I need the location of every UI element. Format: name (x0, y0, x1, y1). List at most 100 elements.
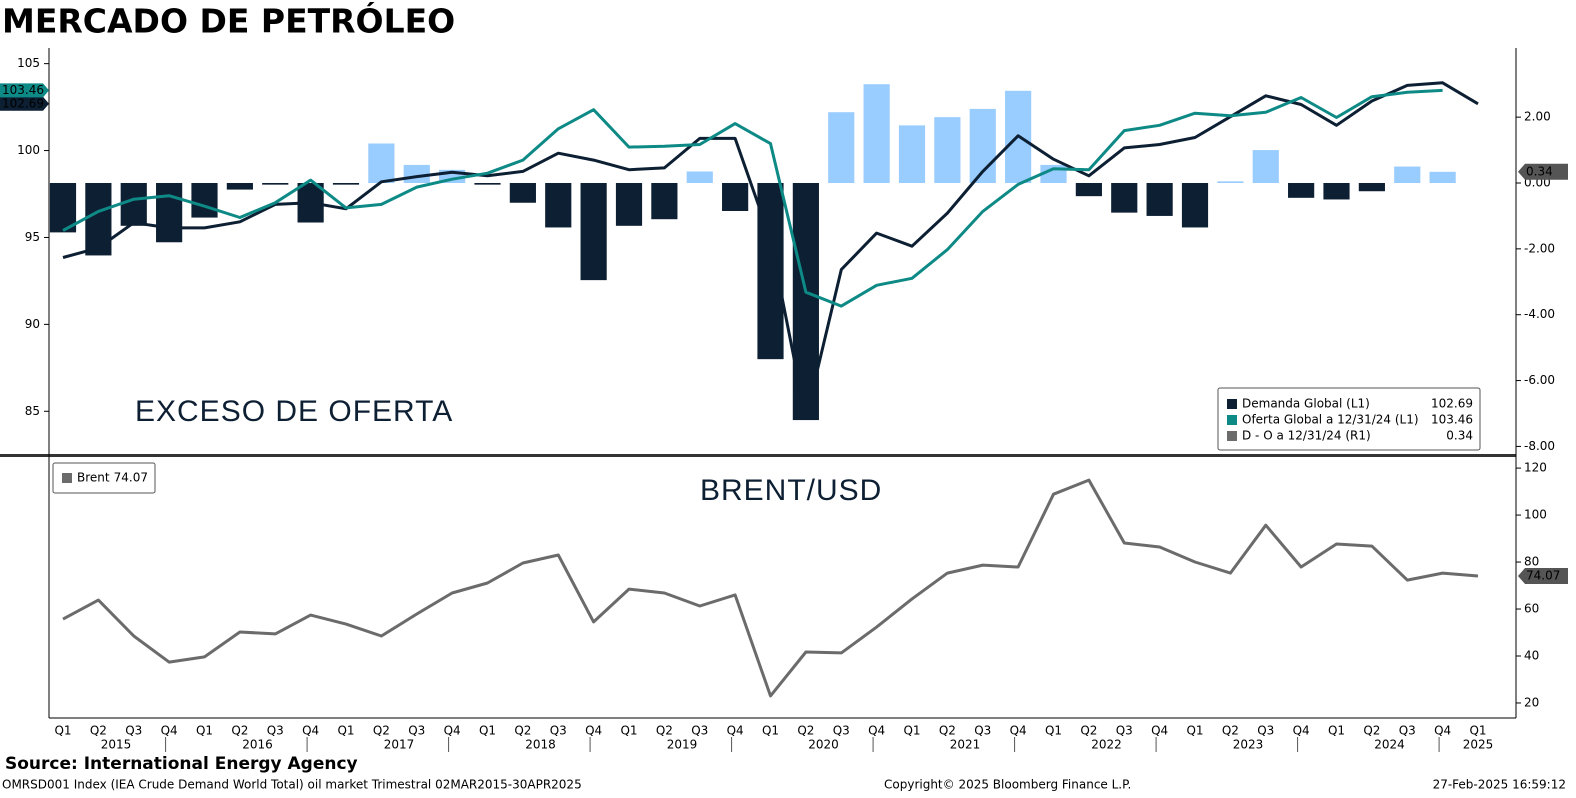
x-tick-label: Q3 (125, 724, 142, 738)
chart-title: MERCADO DE PETRÓLEO (2, 1, 455, 41)
annotation: BRENT/USD (700, 474, 882, 507)
x-tick-label: Q1 (620, 724, 637, 738)
x-tick-label: Q4 (1293, 724, 1310, 738)
y2-tick-label: -4.00 (1524, 307, 1555, 321)
annotation: EXCESO DE OFERTA (135, 395, 453, 428)
bar (934, 117, 961, 183)
bar (1181, 183, 1209, 228)
bar (85, 183, 112, 256)
x-tick-label: Q2 (1080, 724, 1097, 738)
x-tick-label: Q2 (373, 724, 390, 738)
bar (615, 183, 643, 226)
x-tick-label: Q3 (1257, 724, 1274, 738)
x-tick-label: Q3 (408, 724, 425, 738)
y-tick-label: 90 (25, 317, 40, 331)
value-badge (0, 96, 49, 111)
bar (651, 183, 678, 220)
legend-box (1217, 387, 1481, 451)
bar (1429, 171, 1456, 183)
x-group-label: 2023 (1233, 738, 1264, 752)
x-group-label: 2017 (384, 738, 415, 752)
x-tick-label: Q1 (196, 724, 213, 738)
x-tick-label: Q1 (1186, 724, 1203, 738)
x-tick-label: Q2 (797, 724, 814, 738)
bar (1075, 183, 1102, 197)
value-badge-label: 74.07 (1526, 568, 1560, 582)
legend-value: 0.34 (1446, 429, 1473, 443)
y2-tick-label: 2.00 (1524, 110, 1551, 124)
x-tick-label: Q3 (833, 724, 850, 738)
x-tick-label: Q2 (514, 724, 531, 738)
line-series (62, 88, 1443, 308)
bar (686, 171, 713, 183)
bar (1252, 150, 1279, 183)
value-badge (1518, 163, 1568, 180)
legend-swatch (1227, 431, 1237, 441)
legend-swatch (62, 473, 72, 483)
y-tick-label: 95 (25, 230, 40, 244)
y-tick-label: 85 (25, 404, 40, 418)
x-group-label: 2022 (1091, 738, 1122, 752)
y-tick-label: 60 (1524, 602, 1539, 616)
bar (863, 84, 890, 183)
bar (828, 112, 855, 183)
bar (1288, 183, 1315, 198)
value-badge (0, 83, 49, 98)
x-tick-label: Q2 (939, 724, 956, 738)
bar (226, 183, 253, 190)
x-group-label: 2025 (1463, 738, 1494, 752)
bar (332, 183, 360, 185)
legend-value: 74.07 (114, 471, 148, 485)
x-tick-label: Q2 (231, 724, 248, 738)
x-tick-label: Q4 (161, 724, 178, 738)
x-tick-label: Q4 (868, 724, 885, 738)
bar (1323, 183, 1350, 200)
value-badge (1518, 567, 1568, 584)
legend-label: Oferta Global a 12/31/24 (L1) (1242, 413, 1419, 427)
bar (262, 183, 289, 185)
x-group-label: 2021 (950, 738, 981, 752)
legend-box (52, 462, 156, 494)
footer-center: Copyright© 2025 Bloomberg Finance L.P. (884, 778, 1131, 792)
x-tick-label: Q2 (656, 724, 673, 738)
x-tick-label: Q4 (1151, 724, 1168, 738)
bar (898, 125, 926, 183)
x-tick-label: Q1 (903, 724, 920, 738)
bar (722, 183, 749, 211)
bar (120, 183, 147, 226)
bar (1358, 183, 1385, 192)
x-group-label: 2016 (242, 738, 273, 752)
y-tick-label: 105 (17, 56, 40, 70)
x-tick-label: Q4 (1010, 724, 1027, 738)
bar (509, 183, 536, 203)
line-series (62, 478, 1479, 698)
legend-swatch (1227, 415, 1237, 425)
bar (1394, 166, 1421, 183)
footer-left: OMRSD001 Index (IEA Crude Demand World T… (2, 778, 582, 792)
x-tick-label: Q2 (1222, 724, 1239, 738)
x-tick-label: Q1 (54, 724, 71, 738)
bar (580, 183, 607, 281)
legend-label: Demanda Global (L1) (1242, 397, 1370, 411)
y-tick-label: 80 (1524, 555, 1539, 569)
bar (545, 183, 572, 228)
bar (1111, 183, 1138, 213)
x-tick-label: Q3 (691, 724, 708, 738)
x-tick-label: Q3 (1399, 724, 1416, 738)
bar (474, 183, 501, 185)
x-tick-label: Q2 (90, 724, 107, 738)
value-badge-label: 103.46 (2, 83, 44, 97)
y2-tick-label: -8.00 (1524, 439, 1555, 453)
x-tick-label: Q2 (1363, 724, 1380, 738)
x-tick-label: Q1 (1045, 724, 1062, 738)
bar (1146, 183, 1173, 216)
x-group-label: 2015 (101, 738, 132, 752)
x-group-label: 2020 (808, 738, 839, 752)
y-tick-label: 40 (1524, 648, 1539, 662)
x-group-label: 2024 (1374, 738, 1405, 752)
footer-right: 27-Feb-2025 16:59:12 (1433, 778, 1566, 792)
y-tick-label: 20 (1524, 695, 1539, 709)
x-tick-label: Q1 (1328, 724, 1345, 738)
legend-label: Brent (77, 471, 110, 485)
y2-tick-label: -2.00 (1524, 241, 1555, 255)
